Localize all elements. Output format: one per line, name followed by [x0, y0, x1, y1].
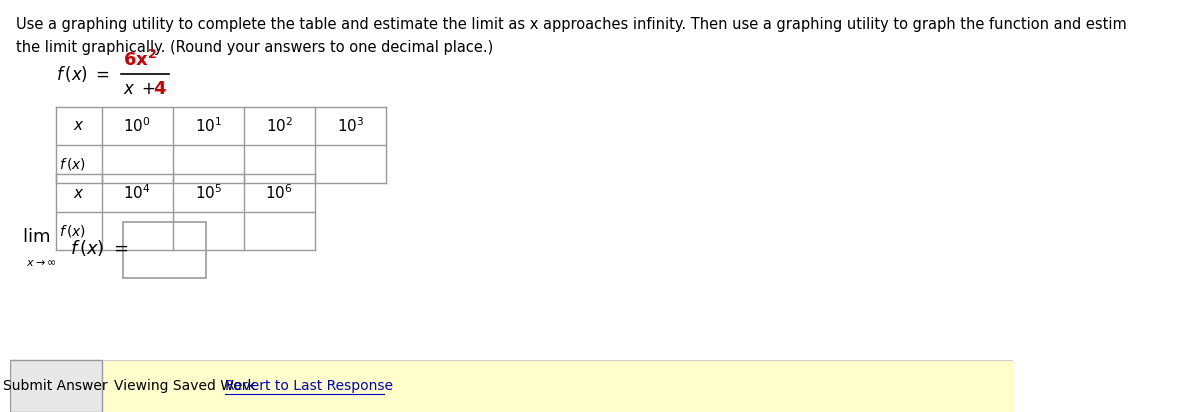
Text: Use a graphing utility to complete the table and estimate the limit as x approac: Use a graphing utility to complete the t… [17, 17, 1127, 32]
Text: $10^{3}$: $10^{3}$ [337, 117, 364, 136]
Text: $x$: $x$ [73, 119, 84, 133]
FancyBboxPatch shape [10, 360, 1013, 412]
Text: $x$: $x$ [73, 185, 84, 201]
Text: $10^{6}$: $10^{6}$ [265, 184, 293, 202]
Text: $f\,(x)\ =$: $f\,(x)\ =$ [55, 64, 109, 84]
Text: $f\,(x)$: $f\,(x)$ [59, 223, 86, 239]
Text: $x \to \infty$: $x \to \infty$ [26, 258, 56, 268]
Text: $10^{4}$: $10^{4}$ [124, 184, 151, 202]
Text: $f\,(x)\ =$: $f\,(x)\ =$ [70, 238, 128, 258]
Text: $10^{0}$: $10^{0}$ [124, 117, 151, 136]
FancyBboxPatch shape [10, 360, 102, 412]
Text: $x\ +\ $: $x\ +\ $ [122, 80, 156, 98]
Text: the limit graphically. (Round your answers to one decimal place.): the limit graphically. (Round your answe… [17, 40, 493, 55]
Text: $\mathbf{4}$: $\mathbf{4}$ [152, 80, 167, 98]
Text: $10^{5}$: $10^{5}$ [194, 184, 222, 202]
Text: Revert to Last Response: Revert to Last Response [226, 379, 394, 393]
Text: Viewing Saved Work: Viewing Saved Work [114, 379, 260, 393]
Text: $10^{2}$: $10^{2}$ [265, 117, 293, 136]
Text: $10^{1}$: $10^{1}$ [194, 117, 222, 136]
Text: $\mathbf{6x^2}$: $\mathbf{6x^2}$ [122, 50, 157, 70]
Text: $f\,(x)$: $f\,(x)$ [59, 156, 86, 172]
Text: $\lim$: $\lim$ [23, 228, 50, 246]
FancyBboxPatch shape [122, 222, 206, 278]
Text: Submit Answer: Submit Answer [4, 379, 108, 393]
